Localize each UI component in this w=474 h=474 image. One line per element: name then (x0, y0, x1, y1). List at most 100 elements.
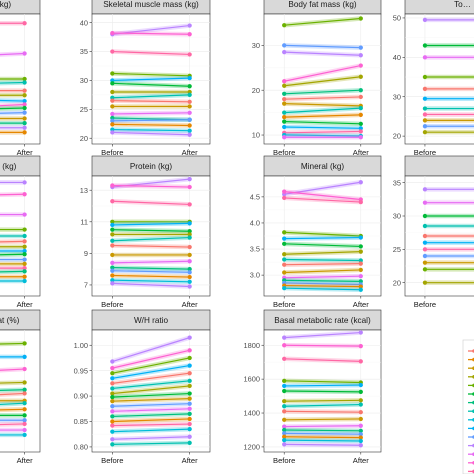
y-tick-label: 13 (80, 186, 88, 195)
data-point (22, 278, 27, 284)
series-line (0, 408, 25, 411)
data-point (110, 429, 115, 434)
series-9 (0, 407, 27, 413)
series-line (112, 32, 190, 35)
data-point (358, 284, 363, 289)
data-point (110, 49, 115, 54)
data-point (110, 409, 115, 414)
series-6 (110, 227, 192, 234)
data-point (22, 248, 27, 254)
data-point (282, 50, 287, 55)
data-point (22, 252, 27, 257)
data-point (110, 127, 115, 132)
data-point (22, 261, 27, 266)
series-2 (0, 354, 27, 360)
data-point (282, 115, 287, 120)
data-point (422, 86, 428, 91)
series-line (284, 236, 361, 240)
series-9 (110, 396, 192, 404)
data-point (110, 278, 115, 283)
series-9 (110, 98, 192, 105)
series-line (112, 418, 190, 423)
data-point (358, 443, 363, 448)
data-point (282, 378, 287, 383)
data-point (187, 235, 192, 240)
series-5 (110, 221, 192, 228)
data-point (282, 23, 287, 28)
series-15 (110, 277, 192, 285)
series-line (0, 368, 25, 371)
series-line (284, 282, 361, 286)
series-line (112, 222, 190, 226)
data-point (110, 232, 115, 237)
data-point (282, 383, 287, 389)
y-tick-label: 0.85 (74, 417, 88, 426)
data-point (358, 279, 363, 284)
data-point (22, 380, 27, 385)
series-13 (0, 427, 27, 433)
data-point (110, 243, 115, 248)
series-7 (110, 383, 192, 396)
data-point (358, 343, 363, 349)
series-7 (110, 89, 192, 95)
series-7 (281, 94, 364, 102)
series-11 (110, 110, 192, 117)
series-16 (110, 434, 192, 442)
series-17 (110, 440, 192, 447)
data-point (282, 424, 287, 429)
series-11 (422, 129, 474, 135)
data-point (358, 438, 363, 444)
series-5 (0, 233, 27, 239)
data-point (422, 96, 428, 101)
series-line (284, 89, 361, 95)
series-8 (422, 253, 474, 259)
series-6 (0, 239, 27, 245)
series-line (284, 44, 361, 49)
data-point (282, 83, 287, 88)
data-point (187, 84, 192, 89)
data-point (187, 23, 192, 28)
data-point (110, 104, 115, 109)
series-12 (110, 265, 192, 272)
series-7 (422, 247, 474, 252)
data-point (22, 244, 27, 249)
series-4 (281, 378, 364, 385)
data-point (187, 279, 192, 284)
series-11 (0, 116, 27, 121)
data-point (358, 435, 363, 440)
series-12 (0, 120, 27, 126)
data-point (422, 124, 428, 129)
data-point (110, 281, 115, 286)
data-point (22, 110, 27, 115)
series-4 (0, 380, 27, 386)
series-3 (0, 76, 27, 82)
series-3 (0, 212, 27, 217)
data-point (110, 199, 115, 204)
series-line (284, 331, 361, 339)
series-line (112, 128, 190, 132)
data-point (110, 423, 115, 428)
data-point (187, 202, 192, 207)
data-point (22, 102, 27, 107)
data-point (282, 236, 287, 241)
series-line (284, 263, 361, 266)
series-5 (110, 75, 192, 83)
series-line (0, 99, 25, 102)
series-5 (281, 235, 364, 241)
series-12 (281, 427, 364, 434)
series-8 (0, 102, 27, 108)
series-11 (422, 280, 474, 285)
data-point (187, 89, 192, 95)
series-5 (422, 86, 474, 92)
data-point (282, 262, 287, 267)
data-point (282, 343, 287, 348)
series-line (112, 385, 190, 395)
data-point (22, 391, 27, 396)
data-point (22, 427, 27, 433)
legend (462, 339, 474, 474)
panel-4: To…20304050BeforeAfter (393, 0, 474, 157)
series-6 (422, 240, 474, 245)
series-line (284, 287, 361, 291)
series-14 (0, 130, 27, 135)
